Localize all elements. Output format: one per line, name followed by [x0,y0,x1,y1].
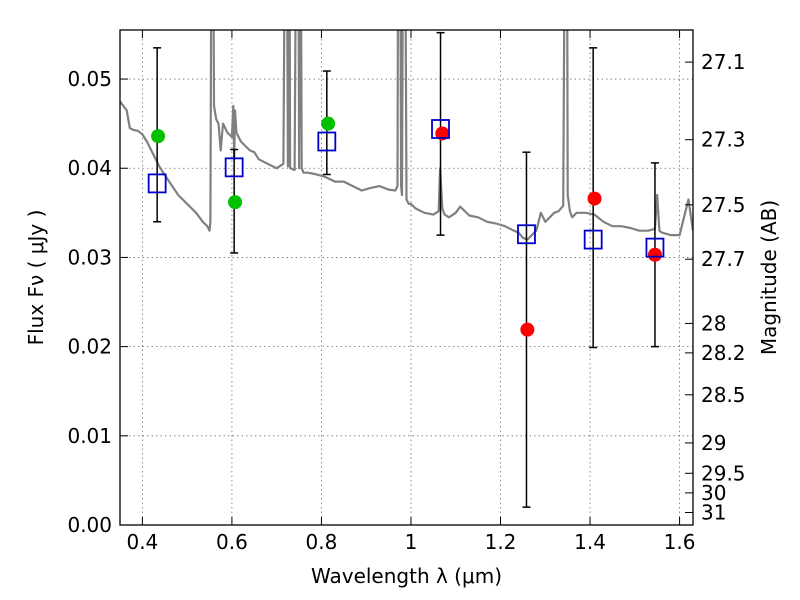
right-tick-label: 28.2 [701,341,746,365]
x-tick-label: 0.8 [306,530,338,554]
x-tick-label: 0.6 [216,530,248,554]
x-axis-label: Wavelength λ (μm) [311,564,502,588]
red-points-marker [435,126,450,141]
y-tick-label: 0.05 [67,67,112,91]
blue-square-marker [645,237,665,258]
right-tick-label: 27.7 [701,247,746,271]
right-tick-label: 29.5 [701,461,746,485]
right-tick-label: 28 [701,311,726,335]
y-tick-label: 0.03 [67,245,112,269]
right-tick-label: 28.5 [701,383,746,407]
green-points-marker [228,195,243,210]
right-tick-label: 27.1 [701,50,746,74]
blue-square-marker [583,229,603,250]
y-tick-label: 0.02 [67,335,112,359]
model-spectrum-line [120,30,693,241]
blue-square-marker [431,119,450,139]
blue-square-marker [517,224,536,245]
y-tick-label: 0.04 [67,156,112,180]
x-tick-label: 1.4 [574,530,606,554]
blue-square-marker [317,131,337,152]
right-tick-label: 29 [701,431,726,455]
plot-frame [119,29,694,526]
label-layer: Wavelength λ (μm) Flux Fν ( μJy ) Magnit… [24,200,781,588]
blue-square-marker [147,173,167,194]
red-points-marker [647,247,662,262]
right-tick-label: 27.3 [701,128,746,152]
x-tick-label: 0.4 [126,530,158,554]
green-points-marker [321,116,336,131]
y-tick-label: 0.00 [67,513,112,537]
right-tick-label: 31 [701,501,726,525]
right-tick-label: 27.5 [701,193,746,217]
red-points-marker [520,322,535,337]
y-axis-label: Flux Fν ( μJy ) [24,210,48,346]
series-layer [120,30,693,508]
right-tick-label: 30 [701,481,726,505]
x-tick-label: 1.2 [485,530,517,554]
y-tick-label: 0.01 [67,424,112,448]
tick-layer: 0.4 0.6 0.8 1 1.2 1.4 1.6 0.00 0.01 0.02 0.03 0.04 0… [67,30,746,554]
right-axis-label: Magnitude (AB) [757,200,781,355]
red-points-marker [587,191,602,206]
green-points-marker [151,129,166,144]
blue-square-marker [224,157,244,178]
x-tick-label: 1.6 [664,530,696,554]
x-tick-label: 1 [405,530,418,554]
